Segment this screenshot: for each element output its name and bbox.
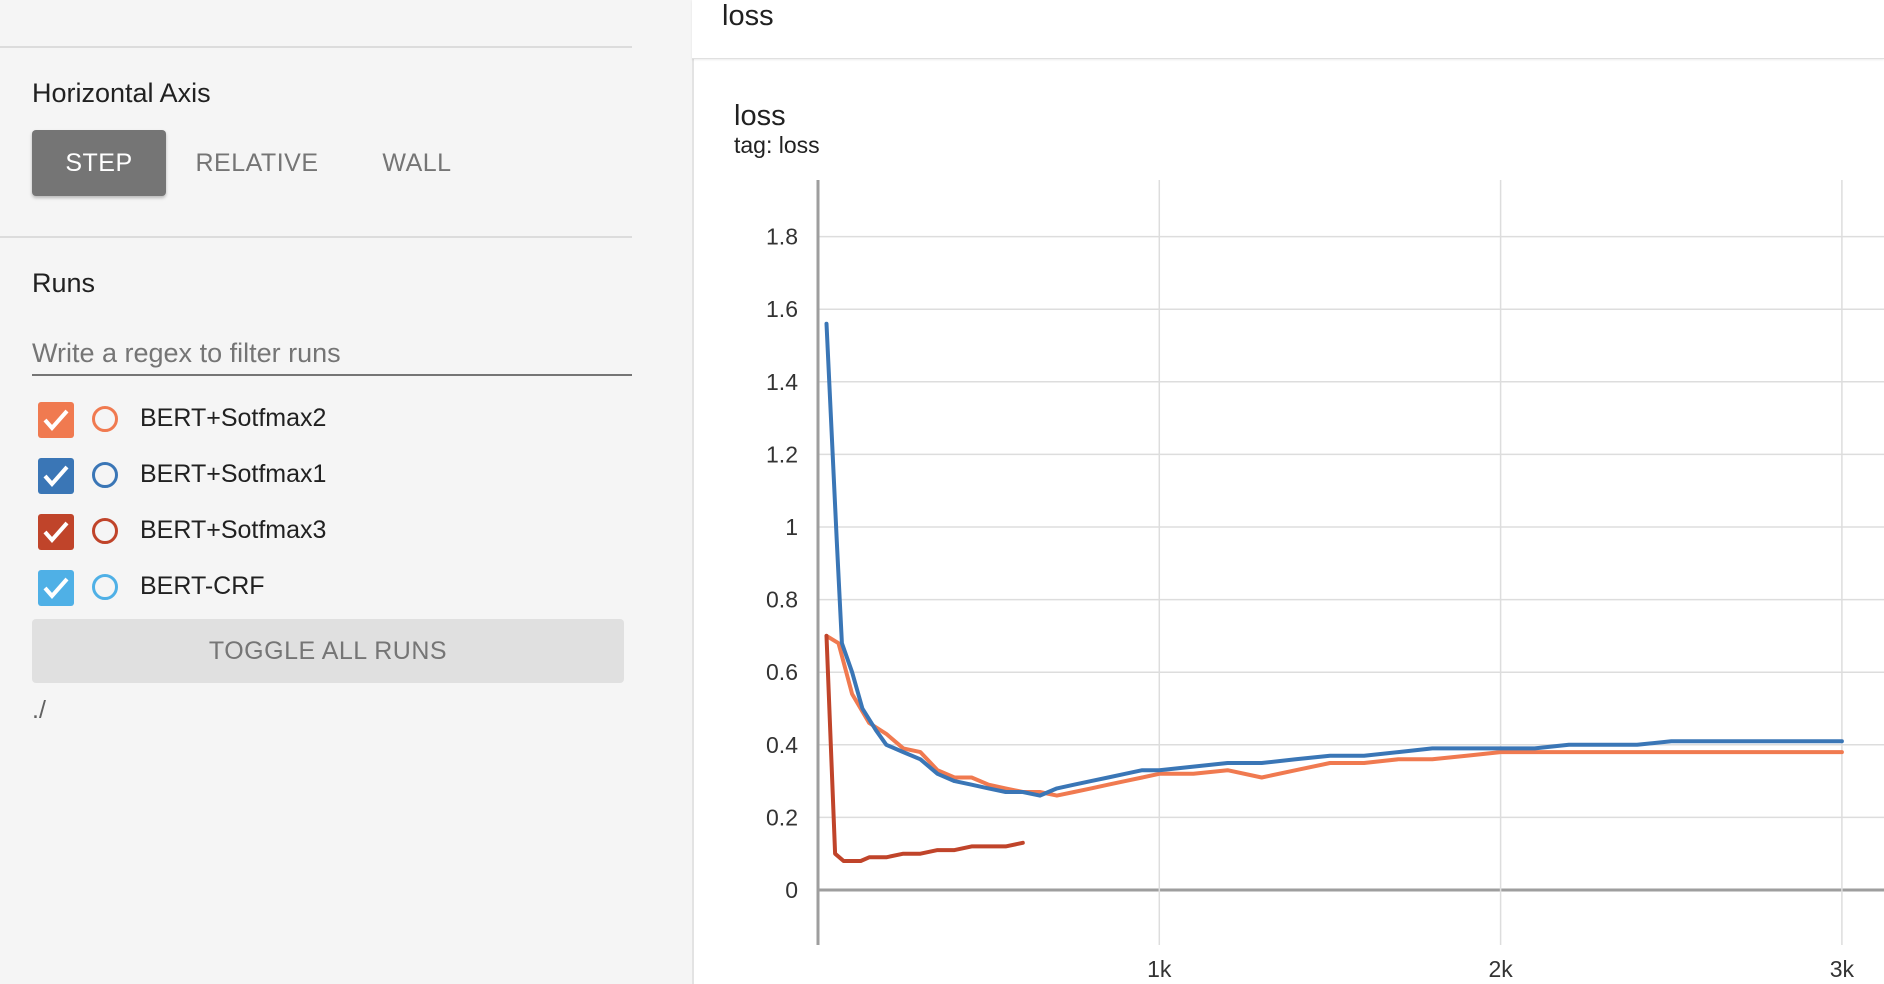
y-tick-label: 0.6: [766, 659, 798, 685]
y-tick-label: 1: [785, 514, 798, 540]
run-label: BERT-CRF: [140, 572, 265, 600]
run-item-bert-crf: BERT-CRF: [38, 568, 598, 608]
chart-tag: tag: loss: [734, 132, 820, 158]
run-color-circle-icon: [92, 406, 118, 432]
main-separator: [692, 0, 694, 984]
run-color-circle-icon: [92, 462, 118, 488]
run-checkbox[interactable]: [38, 402, 74, 438]
run-color-circle-icon: [92, 518, 118, 544]
checkmark-icon: [43, 465, 69, 488]
checkmark-icon: [43, 521, 69, 544]
run-label: BERT+Sotfmax1: [140, 460, 327, 488]
run-checkbox[interactable]: [38, 458, 74, 494]
checkmark-icon: [43, 409, 69, 432]
chart-title: loss: [734, 100, 786, 132]
run-directory-label: ./: [32, 696, 46, 724]
y-tick-label: 0.2: [766, 804, 798, 830]
page-title: loss: [722, 0, 774, 32]
series-line-bert-sotfmax1: [824, 321, 1844, 798]
run-item-bert-softmax1: BERT+Sotfmax1: [38, 456, 598, 496]
main-header: loss: [692, 0, 1884, 59]
run-filter-input[interactable]: [32, 332, 632, 376]
toggle-all-runs-button[interactable]: TOGGLE ALL RUNS: [32, 619, 624, 683]
x-tick-label: 1k: [1147, 956, 1172, 982]
sidebar: Horizontal Axis STEP RELATIVE WALL Runs …: [0, 0, 692, 984]
run-item-bert-softmax2: BERT+Sotfmax2: [38, 400, 598, 440]
x-tick-label: 3k: [1830, 956, 1855, 982]
checkmark-icon: [43, 577, 69, 600]
run-checkbox[interactable]: [38, 570, 74, 606]
y-tick-label: 1.6: [766, 296, 798, 322]
run-checkbox[interactable]: [38, 514, 74, 550]
divider: [0, 46, 632, 48]
x-tick-label: 2k: [1488, 956, 1513, 982]
horizontal-axis-title: Horizontal Axis: [32, 78, 211, 108]
divider: [0, 236, 632, 238]
run-label: BERT+Sotfmax2: [140, 404, 327, 432]
axis-relative-button[interactable]: RELATIVE: [195, 149, 319, 177]
axis-step-button[interactable]: STEP: [32, 130, 166, 196]
y-tick-label: 1.8: [766, 224, 798, 250]
y-tick-label: 0: [785, 877, 798, 903]
loss-chart[interactable]: 0 0.2 0.4 0.6 0.8 1 1.2 1.4 1.6 1.8 1k 2k 3k: [694, 150, 1884, 984]
runs-title: Runs: [32, 268, 96, 298]
y-tick-label: 0.8: [766, 587, 798, 613]
series-line-bert-sotfmax3: [824, 633, 1025, 863]
run-color-circle-icon: [92, 574, 118, 600]
y-tick-label: 0.4: [766, 732, 798, 758]
run-label: BERT+Sotfmax3: [140, 516, 327, 544]
series-line-bert-sotfmax2: [824, 633, 1844, 798]
y-tick-label: 1.2: [766, 441, 798, 467]
axis-wall-button[interactable]: WALL: [382, 149, 452, 177]
y-tick-label: 1.4: [766, 369, 798, 395]
run-item-bert-softmax3: BERT+Sotfmax3: [38, 512, 598, 552]
